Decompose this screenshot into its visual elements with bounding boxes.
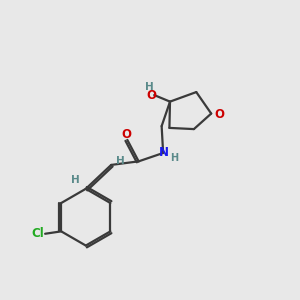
Text: O: O	[146, 88, 156, 102]
Text: N: N	[159, 146, 169, 160]
Text: H: H	[170, 153, 178, 164]
Text: H: H	[71, 176, 80, 185]
Text: O: O	[122, 128, 132, 141]
Text: O: O	[214, 108, 224, 121]
Text: H: H	[116, 156, 125, 166]
Text: Cl: Cl	[32, 227, 45, 240]
Text: H: H	[145, 82, 154, 92]
